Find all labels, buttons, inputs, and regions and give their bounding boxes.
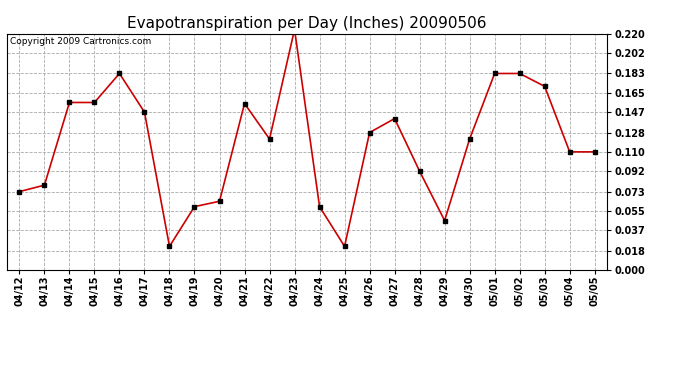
Text: Copyright 2009 Cartronics.com: Copyright 2009 Cartronics.com <box>10 37 151 46</box>
Title: Evapotranspiration per Day (Inches) 20090506: Evapotranspiration per Day (Inches) 2009… <box>127 16 487 31</box>
